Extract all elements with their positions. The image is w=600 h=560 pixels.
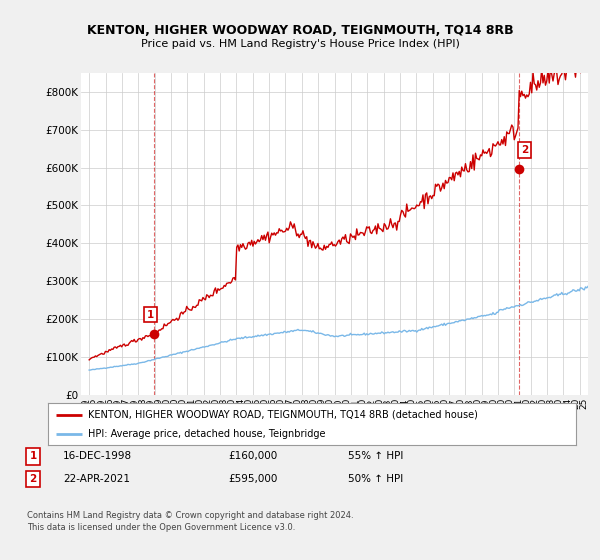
Text: Price paid vs. HM Land Registry's House Price Index (HPI): Price paid vs. HM Land Registry's House … bbox=[140, 39, 460, 49]
Text: KENTON, HIGHER WOODWAY ROAD, TEIGNMOUTH, TQ14 8RB: KENTON, HIGHER WOODWAY ROAD, TEIGNMOUTH,… bbox=[86, 24, 514, 36]
Text: 1: 1 bbox=[29, 451, 37, 461]
Text: Contains HM Land Registry data © Crown copyright and database right 2024.
This d: Contains HM Land Registry data © Crown c… bbox=[27, 511, 353, 532]
Text: 55% ↑ HPI: 55% ↑ HPI bbox=[348, 451, 403, 461]
Text: HPI: Average price, detached house, Teignbridge: HPI: Average price, detached house, Teig… bbox=[88, 429, 325, 439]
Text: 2: 2 bbox=[521, 145, 528, 155]
Text: 50% ↑ HPI: 50% ↑ HPI bbox=[348, 474, 403, 484]
Text: KENTON, HIGHER WOODWAY ROAD, TEIGNMOUTH, TQ14 8RB (detached house): KENTON, HIGHER WOODWAY ROAD, TEIGNMOUTH,… bbox=[88, 409, 478, 419]
Text: 2: 2 bbox=[29, 474, 37, 484]
Text: 1: 1 bbox=[147, 310, 154, 320]
Text: £160,000: £160,000 bbox=[228, 451, 277, 461]
Text: 22-APR-2021: 22-APR-2021 bbox=[63, 474, 130, 484]
Text: 16-DEC-1998: 16-DEC-1998 bbox=[63, 451, 132, 461]
Text: £595,000: £595,000 bbox=[228, 474, 277, 484]
